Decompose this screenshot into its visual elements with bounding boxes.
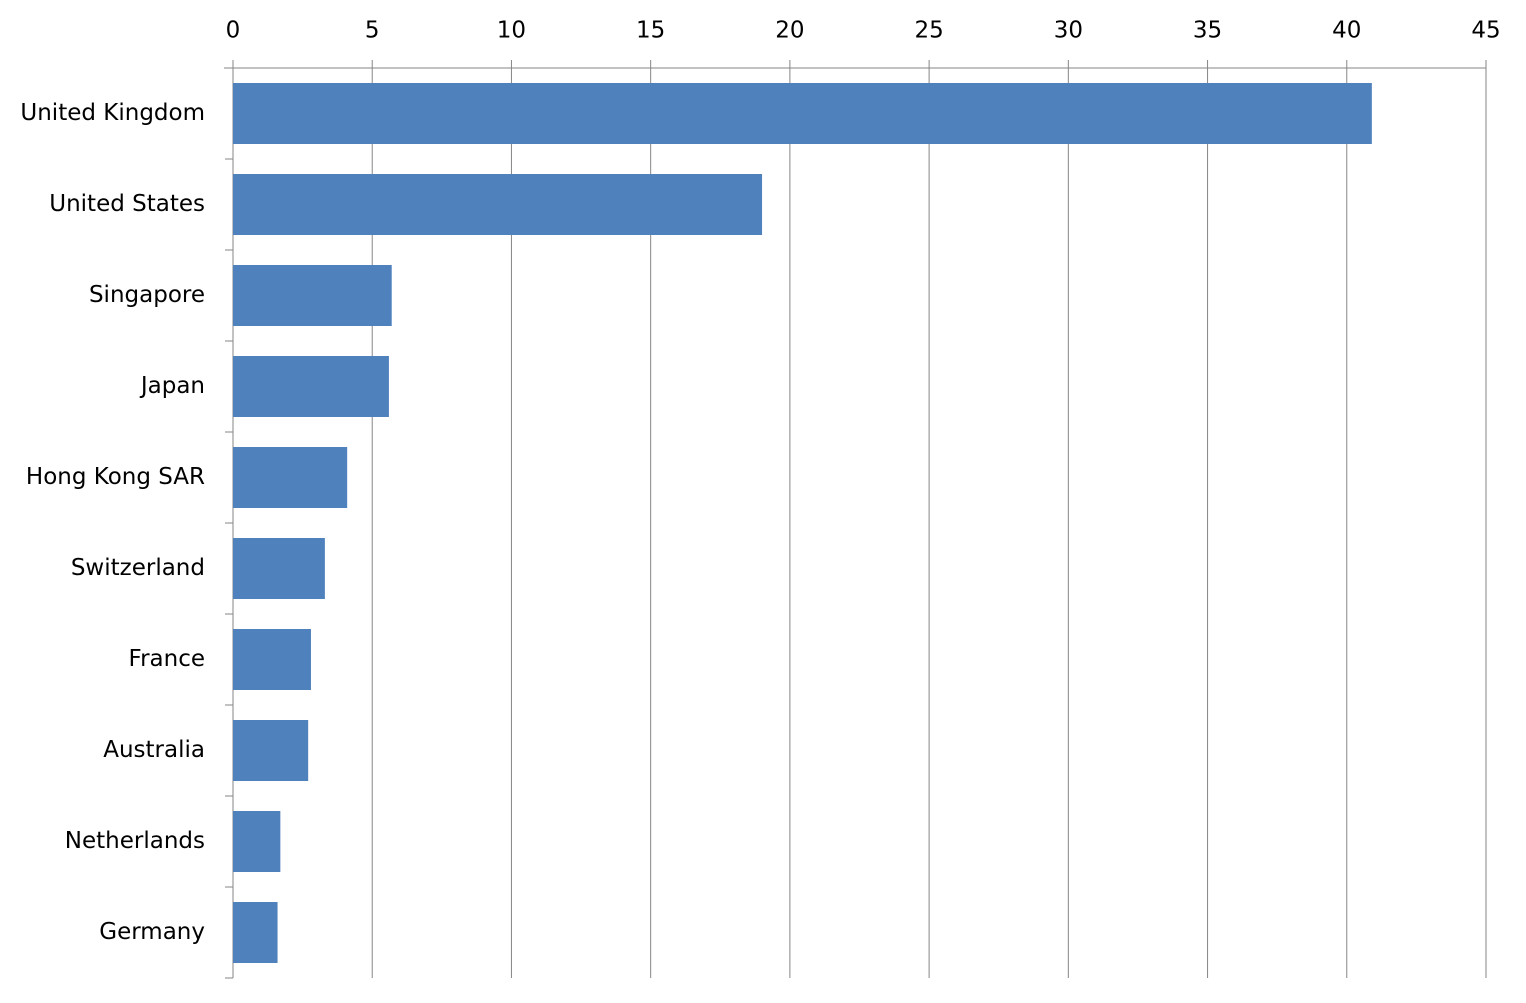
y-tick-label: United Kingdom [20,100,205,126]
bar [233,720,309,781]
x-tick-label: 0 [226,18,241,44]
y-tick-label: Switzerland [71,555,205,581]
bar [233,629,311,690]
x-tick-label: 5 [365,18,380,44]
x-tick-label: 15 [636,18,665,44]
y-tick-label: Netherlands [65,828,205,854]
x-tick-label: 10 [497,18,526,44]
x-tick-label: 35 [1193,18,1222,44]
y-tick-label: Germany [99,919,205,945]
x-tick-label: 40 [1332,18,1361,44]
y-tick-label: Australia [103,737,205,763]
y-tick-label: Hong Kong SAR [26,464,205,490]
x-tick-label: 25 [914,18,943,44]
y-tick-label: France [129,646,205,672]
bar [233,538,325,599]
x-tick-label: 30 [1054,18,1083,44]
bar [233,447,348,508]
y-tick-label: Singapore [89,282,205,308]
y-tick-label: United States [49,191,205,217]
bar [233,174,763,235]
bar [233,265,392,326]
x-tick-label: 45 [1471,18,1500,44]
bar [233,356,389,417]
x-tick-label: 20 [775,18,804,44]
bar [233,811,281,872]
y-tick-label: Japan [139,373,205,399]
bar [233,902,278,963]
bar [233,83,1372,144]
